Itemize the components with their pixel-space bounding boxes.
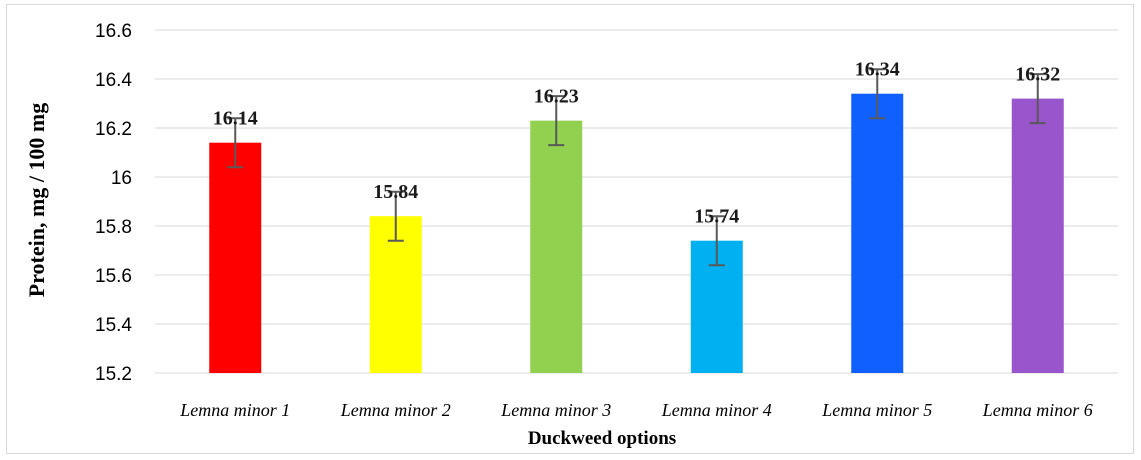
bar xyxy=(369,216,422,373)
x-tick-label: Lemna minor 3 xyxy=(500,400,611,420)
grid-lines xyxy=(155,29,1118,325)
data-label: 16.14 xyxy=(213,108,258,130)
x-tick-label: Lemna minor 1 xyxy=(179,400,290,420)
y-tick-label: 15.2 xyxy=(95,364,132,385)
x-tick-label: Lemna minor 5 xyxy=(821,400,932,420)
y-axis-ticks: 15.2 15.4 15.6 15.8 16 16.2 16.4 16.6 xyxy=(95,21,132,385)
data-labels: 16.14 15.84 16.23 15.74 16.34 16.32 xyxy=(213,59,1061,228)
y-tick-label: 15.8 xyxy=(95,217,132,238)
y-tick-label: 15.6 xyxy=(95,266,132,287)
data-label: 16.32 xyxy=(1015,64,1060,86)
bar xyxy=(530,120,583,374)
y-tick-label: 16.2 xyxy=(95,119,132,140)
x-axis-title: Duckweed options xyxy=(528,428,676,449)
x-tick-label: Lemna minor 4 xyxy=(661,400,772,420)
bar xyxy=(209,142,262,373)
y-axis-title: Protein, mg / 100 mg xyxy=(24,103,49,298)
y-tick-label: 15.4 xyxy=(95,315,132,336)
x-tick-label: Lemna minor 6 xyxy=(982,400,1093,420)
bar xyxy=(851,93,904,373)
y-tick-label: 16 xyxy=(111,168,132,189)
y-tick-label: 16.6 xyxy=(95,21,132,42)
data-label: 16.34 xyxy=(855,59,900,81)
bars xyxy=(209,93,1064,374)
bar xyxy=(1011,98,1064,373)
data-label: 15.74 xyxy=(694,206,739,228)
x-axis-categories: Lemna minor 1 Lemna minor 2 Lemna minor 3 L… xyxy=(179,400,1093,420)
data-label: 15.84 xyxy=(373,181,418,203)
y-tick-label: 16.4 xyxy=(95,70,132,91)
error-bars xyxy=(227,68,1046,267)
x-tick-label: Lemna minor 2 xyxy=(340,400,451,420)
data-label: 16.23 xyxy=(534,86,579,108)
